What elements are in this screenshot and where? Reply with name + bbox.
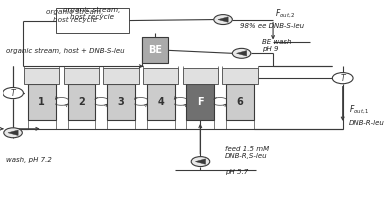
Text: DNB-R-leu: DNB-R-leu bbox=[349, 120, 385, 126]
Text: 98% ee DNB-S-leu: 98% ee DNB-S-leu bbox=[240, 23, 304, 29]
Bar bbox=[107, 84, 135, 120]
Bar bbox=[24, 68, 59, 84]
Text: 2: 2 bbox=[78, 97, 85, 107]
Text: pH 5.7: pH 5.7 bbox=[225, 169, 248, 175]
Text: BE wash
pH 9: BE wash pH 9 bbox=[262, 39, 291, 52]
Text: 6: 6 bbox=[237, 97, 243, 107]
Bar bbox=[28, 84, 56, 120]
Text: T: T bbox=[340, 74, 345, 83]
Circle shape bbox=[214, 15, 232, 25]
Polygon shape bbox=[236, 51, 247, 56]
Polygon shape bbox=[8, 130, 18, 136]
Text: wash, pH 7.2: wash, pH 7.2 bbox=[6, 157, 52, 163]
Text: host recycle: host recycle bbox=[53, 17, 97, 23]
Text: 3: 3 bbox=[118, 97, 124, 107]
Text: BE: BE bbox=[148, 45, 162, 55]
Circle shape bbox=[4, 128, 22, 138]
Bar bbox=[226, 84, 254, 120]
Bar bbox=[64, 68, 99, 84]
Bar bbox=[186, 84, 214, 120]
Polygon shape bbox=[218, 17, 228, 22]
Circle shape bbox=[232, 48, 251, 58]
Circle shape bbox=[191, 157, 210, 167]
Text: organic stream, host + DNB-S-leu: organic stream, host + DNB-S-leu bbox=[6, 48, 125, 54]
Text: F: F bbox=[197, 97, 204, 107]
Text: $F_{out,1}$: $F_{out,1}$ bbox=[349, 104, 370, 116]
Text: 1: 1 bbox=[38, 97, 45, 107]
Bar bbox=[183, 68, 218, 84]
Bar bbox=[147, 84, 175, 120]
Text: organic stream,: organic stream, bbox=[46, 9, 104, 15]
Circle shape bbox=[3, 87, 23, 99]
Bar bbox=[57, 8, 129, 33]
Text: $F_{out,2}$: $F_{out,2}$ bbox=[275, 7, 296, 20]
Text: 4: 4 bbox=[157, 97, 164, 107]
Text: T: T bbox=[11, 89, 15, 98]
Bar bbox=[103, 68, 138, 84]
Text: organic stream,
host recycle: organic stream, host recycle bbox=[63, 7, 120, 20]
Circle shape bbox=[332, 73, 353, 84]
Bar bbox=[143, 68, 178, 84]
Polygon shape bbox=[195, 159, 206, 164]
Bar bbox=[67, 84, 95, 120]
Bar bbox=[222, 68, 257, 84]
Bar bbox=[142, 37, 168, 63]
Text: feed 1.5 mM
DNB-R,S-leu: feed 1.5 mM DNB-R,S-leu bbox=[225, 146, 269, 159]
